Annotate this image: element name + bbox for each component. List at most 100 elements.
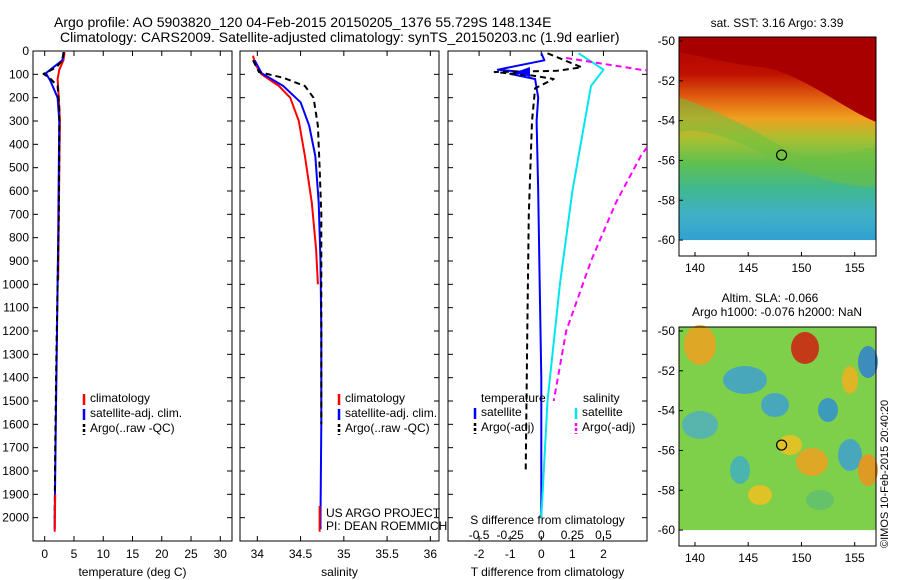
map-frame [678, 36, 877, 257]
x-tick-label: 34.5 [289, 547, 313, 561]
map-y-tick-label: -52 [658, 74, 676, 88]
y-tick-label: 0 [22, 44, 29, 58]
series-line-argo [493, 52, 583, 472]
map-field [679, 37, 876, 241]
sla-eddy [858, 454, 878, 486]
s-tick-label: 0 [538, 528, 545, 542]
difference-panel: -2 -1 0 1 2 T difference from climatology -0.5… [447, 50, 648, 579]
x-tick-label: 35 [337, 547, 351, 561]
warm-region [679, 37, 876, 122]
front-band [679, 97, 876, 187]
map-y-tick-label: -50 [658, 34, 676, 48]
x-tick-label: 5 [71, 547, 78, 561]
plot-frame [32, 50, 233, 542]
y-tick-label: 1200 [2, 324, 29, 338]
map-y-tick-label: -58 [658, 193, 676, 207]
sla-eddy [684, 325, 716, 365]
s-tick-label: 0.25 [561, 528, 585, 542]
legend-title: salinity [583, 391, 620, 405]
sla-eddy [796, 448, 828, 476]
legend-label: Argo(-adj) [582, 420, 635, 434]
x-tick-label: -1 [505, 547, 516, 561]
map-field [679, 325, 878, 531]
map-y-tick-label: -60 [658, 233, 676, 247]
project-annotation: US ARGO PROJECT [326, 506, 441, 520]
sla-eddy [730, 456, 750, 484]
x-tick-label: 15 [126, 547, 140, 561]
map-x-tick-label: 150 [791, 261, 811, 275]
legend-label: climatology [345, 391, 405, 405]
credit-text: ©IMOS 10-Feb-2015 20:40:20 [879, 400, 891, 548]
salinity-panel: 34 34.5 35 35.5 36 salinity climatologysatelli… [239, 50, 440, 579]
series-group [493, 52, 647, 518]
x-axis-label: salinity [321, 565, 358, 579]
series-group [252, 55, 323, 532]
series-line-satellite [496, 52, 546, 518]
sla-eddy [818, 398, 838, 422]
x-tick-label: 0 [41, 547, 48, 561]
y-tick-label: 800 [9, 231, 29, 245]
s-axis-label: S difference from climatology [470, 513, 625, 527]
x-tick-label: 36 [424, 547, 438, 561]
x-tick-label: 34 [251, 547, 265, 561]
sla-eddy [858, 346, 878, 378]
legend-label: satellite-adj. clim. [345, 406, 437, 420]
map-y-tick-label: -56 [658, 153, 676, 167]
plot-frame [447, 50, 648, 542]
y-tick-label: 1300 [2, 347, 29, 361]
sla-eddy [806, 490, 834, 510]
series-line-argo [42, 51, 65, 518]
map-title: Altim. SLA: -0.066 [722, 291, 819, 305]
legend-title: temperature [481, 391, 546, 405]
map-x-tick-label: 150 [791, 551, 811, 565]
map-y-tick-label: -60 [658, 523, 676, 537]
map-y-tick-label: -58 [658, 483, 676, 497]
x-axis-label: temperature (deg C) [78, 565, 186, 579]
figure-title-line2: Climatology: CARS2009. Satellite-adjuste… [60, 29, 620, 45]
x-tick-label: 2 [600, 547, 607, 561]
x-tick-label: 25 [184, 547, 198, 561]
plot-frame [239, 50, 440, 542]
legend-label: satellite [582, 405, 623, 419]
map-x-tick-label: 145 [738, 261, 758, 275]
series-line-climatology [252, 55, 319, 285]
x-tick-label: -2 [474, 547, 485, 561]
sla-eddy [748, 485, 772, 505]
x-tick-label: 30 [214, 547, 228, 561]
y-tick-label: 1500 [2, 394, 29, 408]
x-axis-label: T difference from climatology [471, 565, 625, 579]
map-y-tick-label: -50 [658, 324, 676, 338]
sla-eddy [682, 411, 718, 439]
sst-map-panel: sat. SST: 3.16 Argo: 3.39 140 145 150 155 -50… [658, 16, 877, 275]
sla-eddy [761, 393, 789, 417]
map-title: sat. SST: 3.16 Argo: 3.39 [711, 16, 844, 30]
map-y-tick-label: -54 [658, 114, 676, 128]
series-line-argo [252, 59, 323, 425]
legend-label: satellite [481, 405, 522, 419]
y-tick-label: 100 [9, 67, 29, 81]
y-tick-label: 1400 [2, 371, 29, 385]
legend-label: satellite-adj. clim. [90, 406, 182, 420]
y-tick-label: 2000 [2, 511, 29, 525]
legend-label: Argo(-adj) [481, 420, 534, 434]
y-tick-label: 400 [9, 137, 29, 151]
pi-annotation: PI: DEAN ROEMMICH [326, 519, 447, 533]
y-tick-label: 1700 [2, 441, 29, 455]
x-tick-label: 1 [569, 547, 576, 561]
series-line-satellite [253, 59, 323, 530]
sla-eddy [723, 366, 767, 394]
y-tick-label: 1900 [2, 487, 29, 501]
series-line-climatology [53, 494, 57, 532]
map-y-tick-label: -56 [658, 443, 676, 457]
map-x-tick-label: 140 [685, 261, 705, 275]
x-tick-label: 35.5 [375, 547, 399, 561]
y-tick-label: 200 [9, 91, 29, 105]
map-frame [678, 326, 877, 547]
map-x-tick-label: 155 [845, 551, 865, 565]
profile-location-marker [775, 439, 788, 451]
sla-eddy [791, 332, 819, 364]
y-tick-label: 900 [9, 254, 29, 268]
series-line-satellite_s [540, 52, 605, 518]
